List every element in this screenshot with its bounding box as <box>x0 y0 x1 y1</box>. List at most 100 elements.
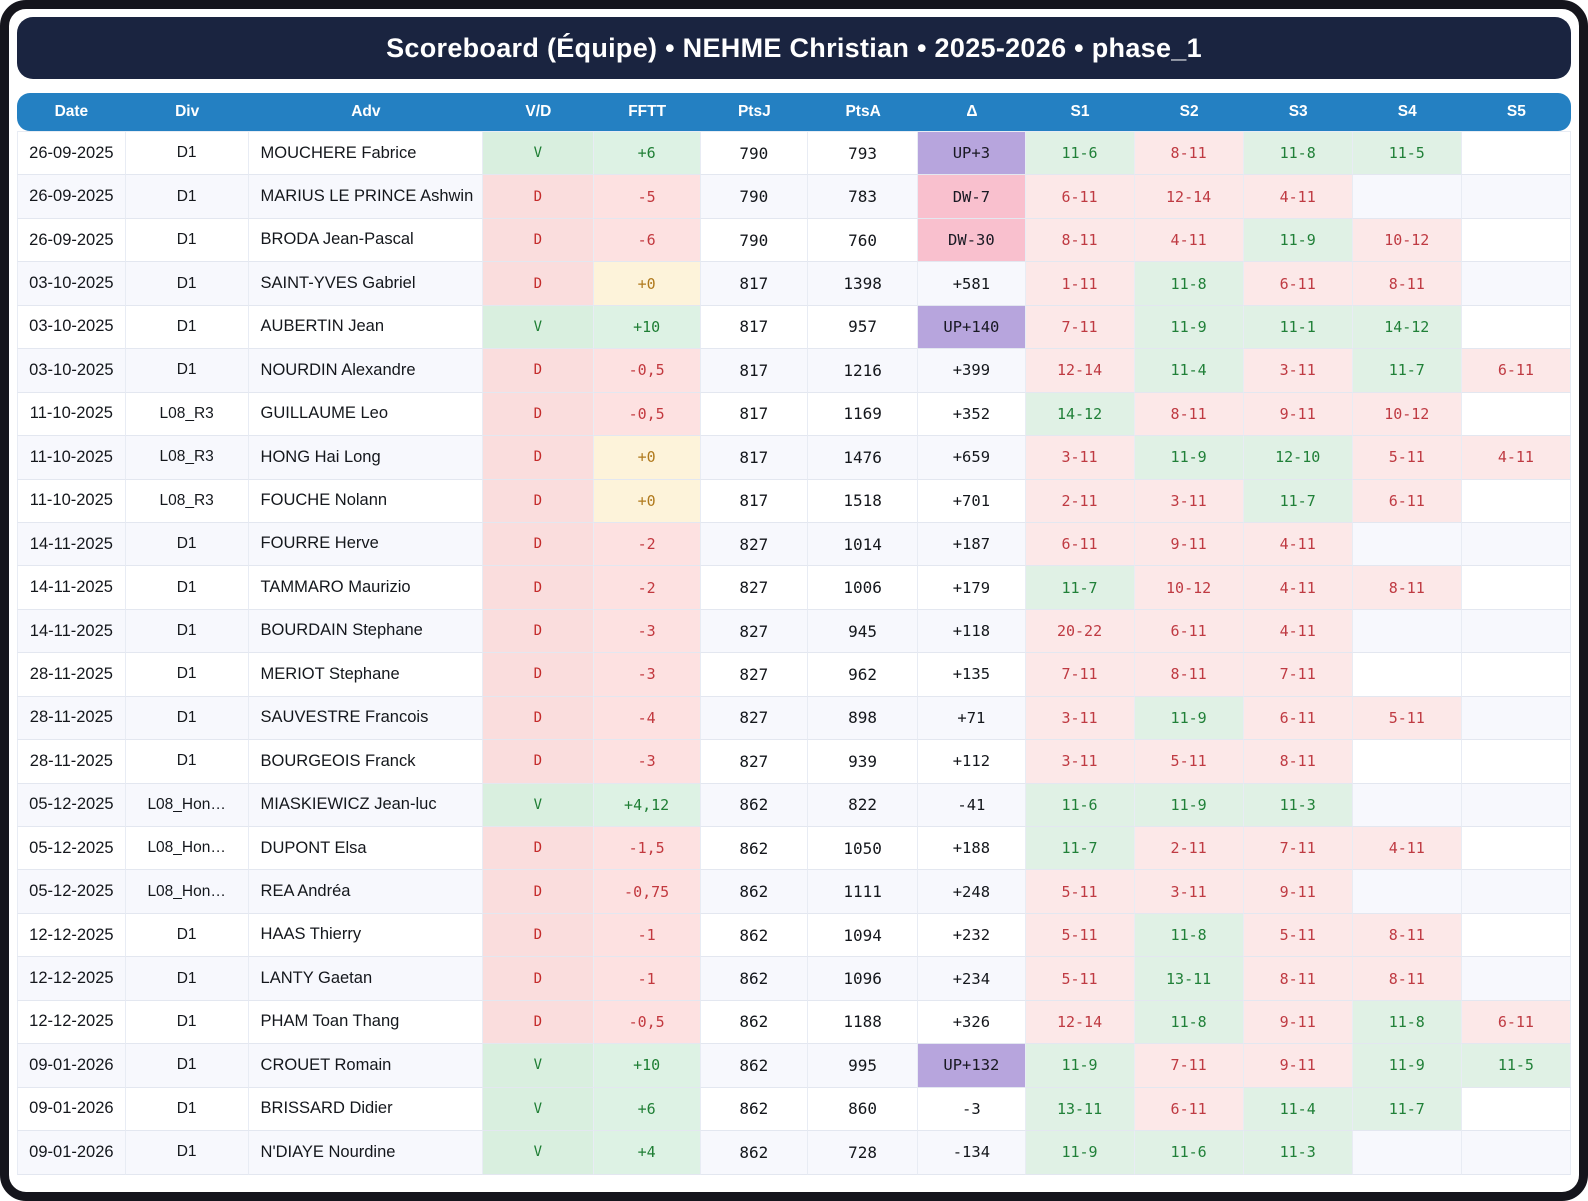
set-score-cell: 11-8 <box>1134 1000 1244 1045</box>
delta-cell: DW-30 <box>918 218 1026 263</box>
date-cell: 14-11-2025 <box>17 522 126 567</box>
table-row: 12-12-2025 D1 HAAS Thierry D -1 862 1094 +232 5-… <box>17 913 1571 958</box>
points-player-cell: 817 <box>700 349 808 393</box>
set-score-cell-empty <box>1352 783 1462 827</box>
set-score-cell: 10-12 <box>1352 218 1462 263</box>
table-row: 09-01-2026 D1 CROUET Romain V +10 862 995 UP+13… <box>17 1044 1571 1088</box>
date-cell: 05-12-2025 <box>17 870 126 914</box>
set-score-cell: 5-11 <box>1025 870 1135 914</box>
column-header-s5: S5 <box>1461 93 1571 131</box>
points-player-cell: 817 <box>700 436 808 480</box>
set-score-cell-empty <box>1352 653 1462 697</box>
set-score-cell: 11-9 <box>1134 783 1244 827</box>
set-score-cell: 9-11 <box>1243 870 1353 914</box>
points-player-cell: 827 <box>700 653 808 697</box>
set-score-cell: 12-14 <box>1134 175 1244 219</box>
points-player-cell: 862 <box>700 1000 808 1045</box>
set-score-cell-empty <box>1461 262 1571 306</box>
adversary-cell: BOURDAIN Stephane <box>248 609 484 654</box>
date-cell: 26-09-2025 <box>17 218 126 263</box>
adversary-cell: FOURRE Herve <box>248 522 484 567</box>
victory-defeat-cell: V <box>483 131 594 176</box>
table-row: 09-01-2026 D1 N'DIAYE Nourdine V +4 862 728 -13… <box>17 1131 1571 1175</box>
adversary-cell: PHAM Toan Thang <box>248 1000 484 1045</box>
adversary-cell: DUPONT Elsa <box>248 827 484 871</box>
set-score-cell: 11-7 <box>1243 479 1353 523</box>
points-player-cell: 862 <box>700 913 808 958</box>
points-adversary-cell: 939 <box>807 740 919 784</box>
set-score-cell-empty <box>1352 522 1462 567</box>
points-player-cell: 862 <box>700 1087 808 1132</box>
points-adversary-cell: 1476 <box>807 436 919 480</box>
set-score-cell: 7-11 <box>1025 305 1135 350</box>
points-adversary-cell: 1169 <box>807 392 919 437</box>
points-adversary-cell: 962 <box>807 653 919 697</box>
date-cell: 09-01-2026 <box>17 1044 126 1088</box>
date-cell: 05-12-2025 <box>17 783 126 827</box>
set-score-cell: 11-8 <box>1134 913 1244 958</box>
division-cell: D1 <box>125 1000 249 1045</box>
set-score-cell: 11-7 <box>1352 1087 1462 1132</box>
table-row: 03-10-2025 D1 NOURDIN Alexandre D -0,5 817 121… <box>17 349 1571 393</box>
fftt-points-cell: -4 <box>593 696 701 741</box>
adversary-cell: MOUCHERE Fabrice <box>248 131 484 176</box>
page-title: Scoreboard (Équipe) • NEHME Christian • … <box>386 32 1202 63</box>
points-adversary-cell: 898 <box>807 696 919 741</box>
points-adversary-cell: 1518 <box>807 479 919 523</box>
delta-cell: +112 <box>918 740 1026 784</box>
set-score-cell: 11-5 <box>1352 131 1462 176</box>
fftt-points-cell: -0,5 <box>593 392 701 437</box>
victory-defeat-cell: D <box>483 870 594 914</box>
date-cell: 03-10-2025 <box>17 305 126 350</box>
set-score-cell: 3-11 <box>1134 479 1244 523</box>
division-cell: D1 <box>125 609 249 654</box>
set-score-cell-empty <box>1352 1131 1462 1175</box>
adversary-cell: BOURGEOIS Franck <box>248 740 484 784</box>
victory-defeat-cell: D <box>483 392 594 437</box>
set-score-cell: 4-11 <box>1461 436 1571 480</box>
set-score-cell-empty <box>1461 740 1571 784</box>
set-score-cell: 6-11 <box>1352 479 1462 523</box>
set-score-cell-empty <box>1461 957 1571 1001</box>
adversary-cell: BRISSARD Didier <box>248 1087 484 1132</box>
set-score-cell: 8-11 <box>1352 566 1462 610</box>
points-adversary-cell: 995 <box>807 1044 919 1088</box>
set-score-cell: 9-11 <box>1243 1000 1353 1045</box>
table-row: 05-12-2025 L08_Hon… MIASKIEWICZ Jean-luc V +… <box>17 783 1571 827</box>
set-score-cell-empty <box>1461 131 1571 176</box>
set-score-cell: 20-22 <box>1025 609 1135 654</box>
table-row: 28-11-2025 D1 SAUVESTRE Francois D -4 827 898 +… <box>17 696 1571 741</box>
victory-defeat-cell: D <box>483 609 594 654</box>
division-cell: L08_Hon… <box>125 870 249 914</box>
column-header-v-d: V/D <box>483 93 594 131</box>
column-header-ptsa: PtsA <box>807 93 919 131</box>
set-score-cell: 2-11 <box>1025 479 1135 523</box>
set-score-cell-empty <box>1461 522 1571 567</box>
set-score-cell-empty <box>1461 175 1571 219</box>
division-cell: D1 <box>125 131 249 176</box>
date-cell: 11-10-2025 <box>17 479 126 523</box>
victory-defeat-cell: D <box>483 349 594 393</box>
set-score-cell: 11-9 <box>1025 1044 1135 1088</box>
scoreboard-table: Date Div Adv V/D FFTT PtsJ PtsA Δ S1 S2 S3 S4 S5 26-… <box>17 93 1571 1175</box>
set-score-cell: 11-7 <box>1025 566 1135 610</box>
table-row: 28-11-2025 D1 BOURGEOIS Franck D -3 827 939 +11… <box>17 740 1571 784</box>
date-cell: 11-10-2025 <box>17 392 126 437</box>
delta-cell: +188 <box>918 827 1026 871</box>
points-adversary-cell: 783 <box>807 175 919 219</box>
points-player-cell: 827 <box>700 609 808 654</box>
table-row: 14-11-2025 D1 BOURDAIN Stephane D -3 827 945 +1… <box>17 609 1571 654</box>
set-score-cell: 3-11 <box>1134 870 1244 914</box>
points-player-cell: 862 <box>700 783 808 827</box>
adversary-cell: SAUVESTRE Francois <box>248 696 484 741</box>
table-row: 28-11-2025 D1 MERIOT Stephane D -3 827 962 +135… <box>17 653 1571 697</box>
delta-cell: +659 <box>918 436 1026 480</box>
set-score-cell: 5-11 <box>1243 913 1353 958</box>
set-score-cell: 8-11 <box>1352 913 1462 958</box>
set-score-cell: 8-11 <box>1134 392 1244 437</box>
set-score-cell: 14-12 <box>1025 392 1135 437</box>
set-score-cell: 10-12 <box>1352 392 1462 437</box>
adversary-cell: CROUET Romain <box>248 1044 484 1088</box>
division-cell: L08_R3 <box>125 392 249 437</box>
victory-defeat-cell: V <box>483 1044 594 1088</box>
